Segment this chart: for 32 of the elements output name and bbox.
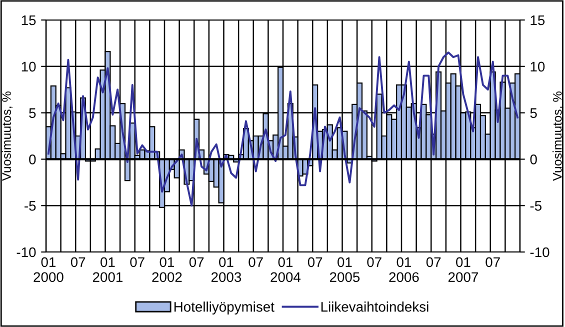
y-tick-label: -10 [16,247,36,258]
x-tick-label: 07 [426,257,441,268]
y2-tick-label: 5 [530,108,537,118]
x-tick-label: 01 2006 [389,257,419,282]
y2-tick-label: -5 [530,201,542,211]
x-tick-label: 01 2007 [448,257,478,282]
x-tick-label: 07 [486,257,500,268]
x-tick-label: 07 [248,257,263,268]
x-tick-label: 07 [70,257,86,268]
x-tick-label: 01 2004 [270,257,301,282]
y2-tick-label: 10 [530,62,545,72]
y-tick-label: -5 [24,201,36,211]
legend-label: Hotelliyöpymiset [174,302,274,314]
x-tick-label: 01 2001 [92,257,122,282]
x-tick-label: 07 [308,257,322,268]
y2-tick-label: -10 [530,247,550,258]
y-tick-label: 5 [29,108,36,118]
y2-tick-label: 15 [530,15,545,26]
x-tick-label: 07 [367,257,382,268]
x-tick-label: 01 2002 [152,257,182,282]
y-tick-label: 0 [29,154,36,164]
x-tick-label: 01 2003 [211,257,242,282]
y-tick-label: 15 [22,15,36,26]
y-tick-label: 10 [22,62,36,72]
y-axis-title: Vuosimuutos, % [2,92,12,181]
x-tick-label: 07 [189,257,204,268]
x-tick-label: 01 2000 [34,257,64,282]
y2-axis-title: Vuosimuutos, % [552,92,564,181]
x-tick-label: 01 2005 [330,257,360,282]
y2-tick-label: 0 [530,154,537,164]
x-tick-label: 07 [130,257,144,268]
legend-label: Liikevaihtoindeksi [321,302,428,312]
